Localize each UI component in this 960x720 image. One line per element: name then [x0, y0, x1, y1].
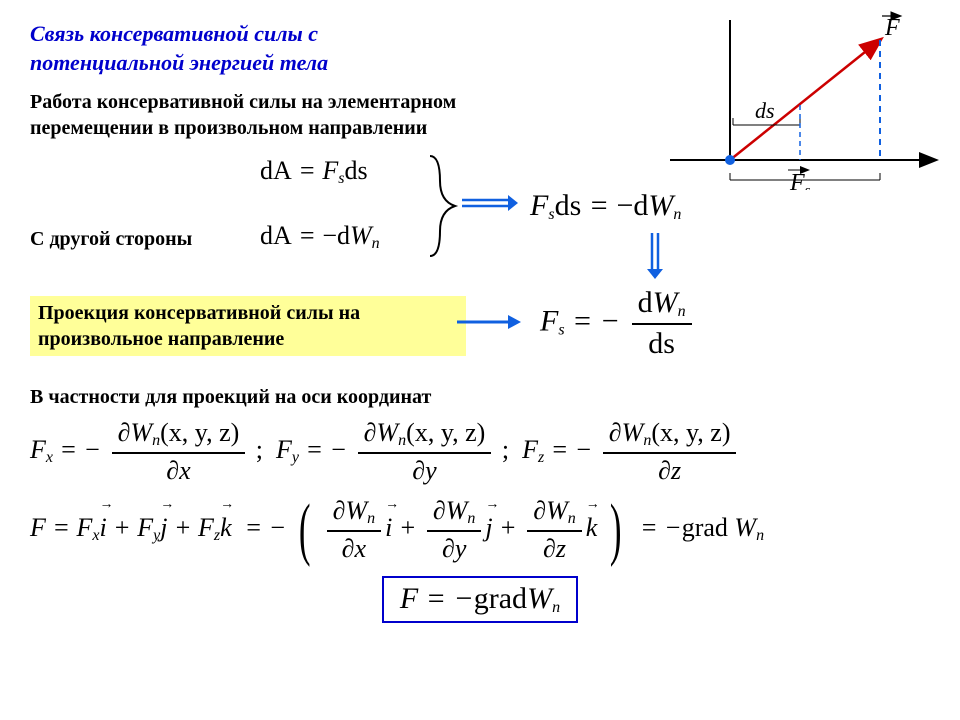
highlight-projection: Проекция консервативной силы на произвол…	[30, 296, 466, 356]
equation-dA-eq-Fsds: dA = Fsds	[260, 156, 368, 188]
svg-text:F: F	[884, 15, 900, 41]
svg-text:ds: ds	[755, 98, 775, 123]
equation-Fsds-eq-minus-dWn: Fsds = −dWn	[530, 189, 681, 224]
equation-F-vector-expand: F = Fxi + Fyj + Fzk = − ( ∂Wn ∂x i + ∂Wn…	[30, 496, 930, 564]
title-line-2: потенциальной энергией тела	[30, 50, 328, 75]
arrow-right-icon	[460, 193, 520, 213]
title-line-1: Связь консервативной силы с	[30, 21, 318, 46]
intro-text-1: Работа консервативной силы на элементарн…	[30, 89, 550, 141]
result-box-F-grad-Wn: F = −gradWn	[382, 576, 578, 623]
arrow-down-icon	[645, 231, 665, 281]
brace-icon	[425, 151, 465, 261]
equation-Fs-eq-minus-dWn-ds: Fs = − dWn ds	[540, 286, 696, 361]
text-other-side: С другой стороны	[30, 226, 192, 252]
equation-partials-xyz: Fx = − ∂Wn(x, y, z) ∂x ; Fy = − ∂Wn(x, y…	[30, 418, 930, 486]
arrow-right-icon-2	[455, 313, 525, 331]
text-projections-axes: В частности для проекций на оси координа…	[30, 384, 930, 410]
equation-dA-eq-minus-dWn: dA = −dWn	[260, 221, 380, 253]
